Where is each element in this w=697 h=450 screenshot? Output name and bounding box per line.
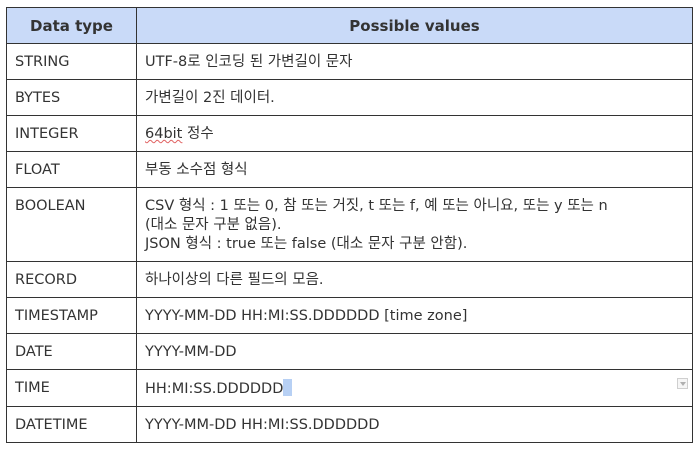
value-line: CSV 형식 : 1 또는 0, 참 또는 거짓, t 또는 f, 예 또는 아… (145, 198, 608, 214)
table-row: DATETIME YYYY-MM-DD HH:MI:SS.DDDDDD (6, 406, 693, 443)
header-row: Data type Possible values (6, 7, 693, 44)
type-cell[interactable]: STRING (6, 43, 137, 80)
type-cell[interactable]: DATE (6, 333, 137, 370)
type-cell[interactable]: TIME (6, 369, 137, 407)
value-cell[interactable]: 가변길이 2진 데이터. (136, 79, 693, 116)
table-row: BYTES 가변길이 2진 데이터. (6, 79, 693, 116)
value-cell[interactable]: YYYY-MM-DD HH:MI:SS.DDDDDD [time zone] (136, 297, 693, 334)
header-data-type: Data type (6, 7, 137, 44)
spellcheck-underlined-word: 64bit (145, 126, 183, 142)
type-cell[interactable]: BOOLEAN (6, 187, 137, 262)
type-cell[interactable]: INTEGER (6, 115, 137, 152)
table-row: BOOLEAN CSV 형식 : 1 또는 0, 참 또는 거짓, t 또는 f… (6, 187, 693, 262)
value-cell[interactable]: 부동 소수점 형식 (136, 151, 693, 188)
table-row: FLOAT 부동 소수점 형식 (6, 151, 693, 188)
value-line: JSON 형식 : true 또는 false (대소 문자 구분 안함). (145, 236, 468, 252)
table-row: RECORD 하나이상의 다른 필드의 모음. (6, 261, 693, 298)
type-cell[interactable]: FLOAT (6, 151, 137, 188)
value-cell[interactable]: 하나이상의 다른 필드의 모음. (136, 261, 693, 298)
value-text: 정수 (182, 126, 214, 142)
table-row: STRING UTF-8로 인코딩 된 가변길이 문자 (6, 43, 693, 80)
table-row: TIMESTAMP YYYY-MM-DD HH:MI:SS.DDDDDD [ti… (6, 297, 693, 334)
type-cell[interactable]: BYTES (6, 79, 137, 116)
value-cell[interactable]: YYYY-MM-DD (136, 333, 693, 370)
text-cursor-selection (283, 379, 293, 396)
header-possible-values: Possible values (136, 7, 693, 44)
table-row: INTEGER 64bit 정수 (6, 115, 693, 152)
value-line: (대소 문자 구분 없음). (145, 217, 282, 233)
value-cell[interactable]: YYYY-MM-DD HH:MI:SS.DDDDDD (136, 406, 693, 443)
type-cell[interactable]: DATETIME (6, 406, 137, 443)
type-cell[interactable]: TIMESTAMP (6, 297, 137, 334)
value-cell[interactable]: 64bit 정수 (136, 115, 693, 152)
value-text: HH:MI:SS.DDDDDD (145, 381, 284, 397)
value-cell[interactable]: CSV 형식 : 1 또는 0, 참 또는 거짓, t 또는 f, 예 또는 아… (136, 187, 693, 262)
type-cell[interactable]: RECORD (6, 261, 137, 298)
table-row: DATE YYYY-MM-DD (6, 333, 693, 370)
table-row: TIME HH:MI:SS.DDDDDD (6, 369, 693, 407)
chevron-down-icon[interactable] (677, 378, 688, 389)
value-cell-selected[interactable]: HH:MI:SS.DDDDDD (136, 369, 693, 407)
data-types-table: Data type Possible values STRING UTF-8로 … (6, 7, 693, 443)
value-cell[interactable]: UTF-8로 인코딩 된 가변길이 문자 (136, 43, 693, 80)
